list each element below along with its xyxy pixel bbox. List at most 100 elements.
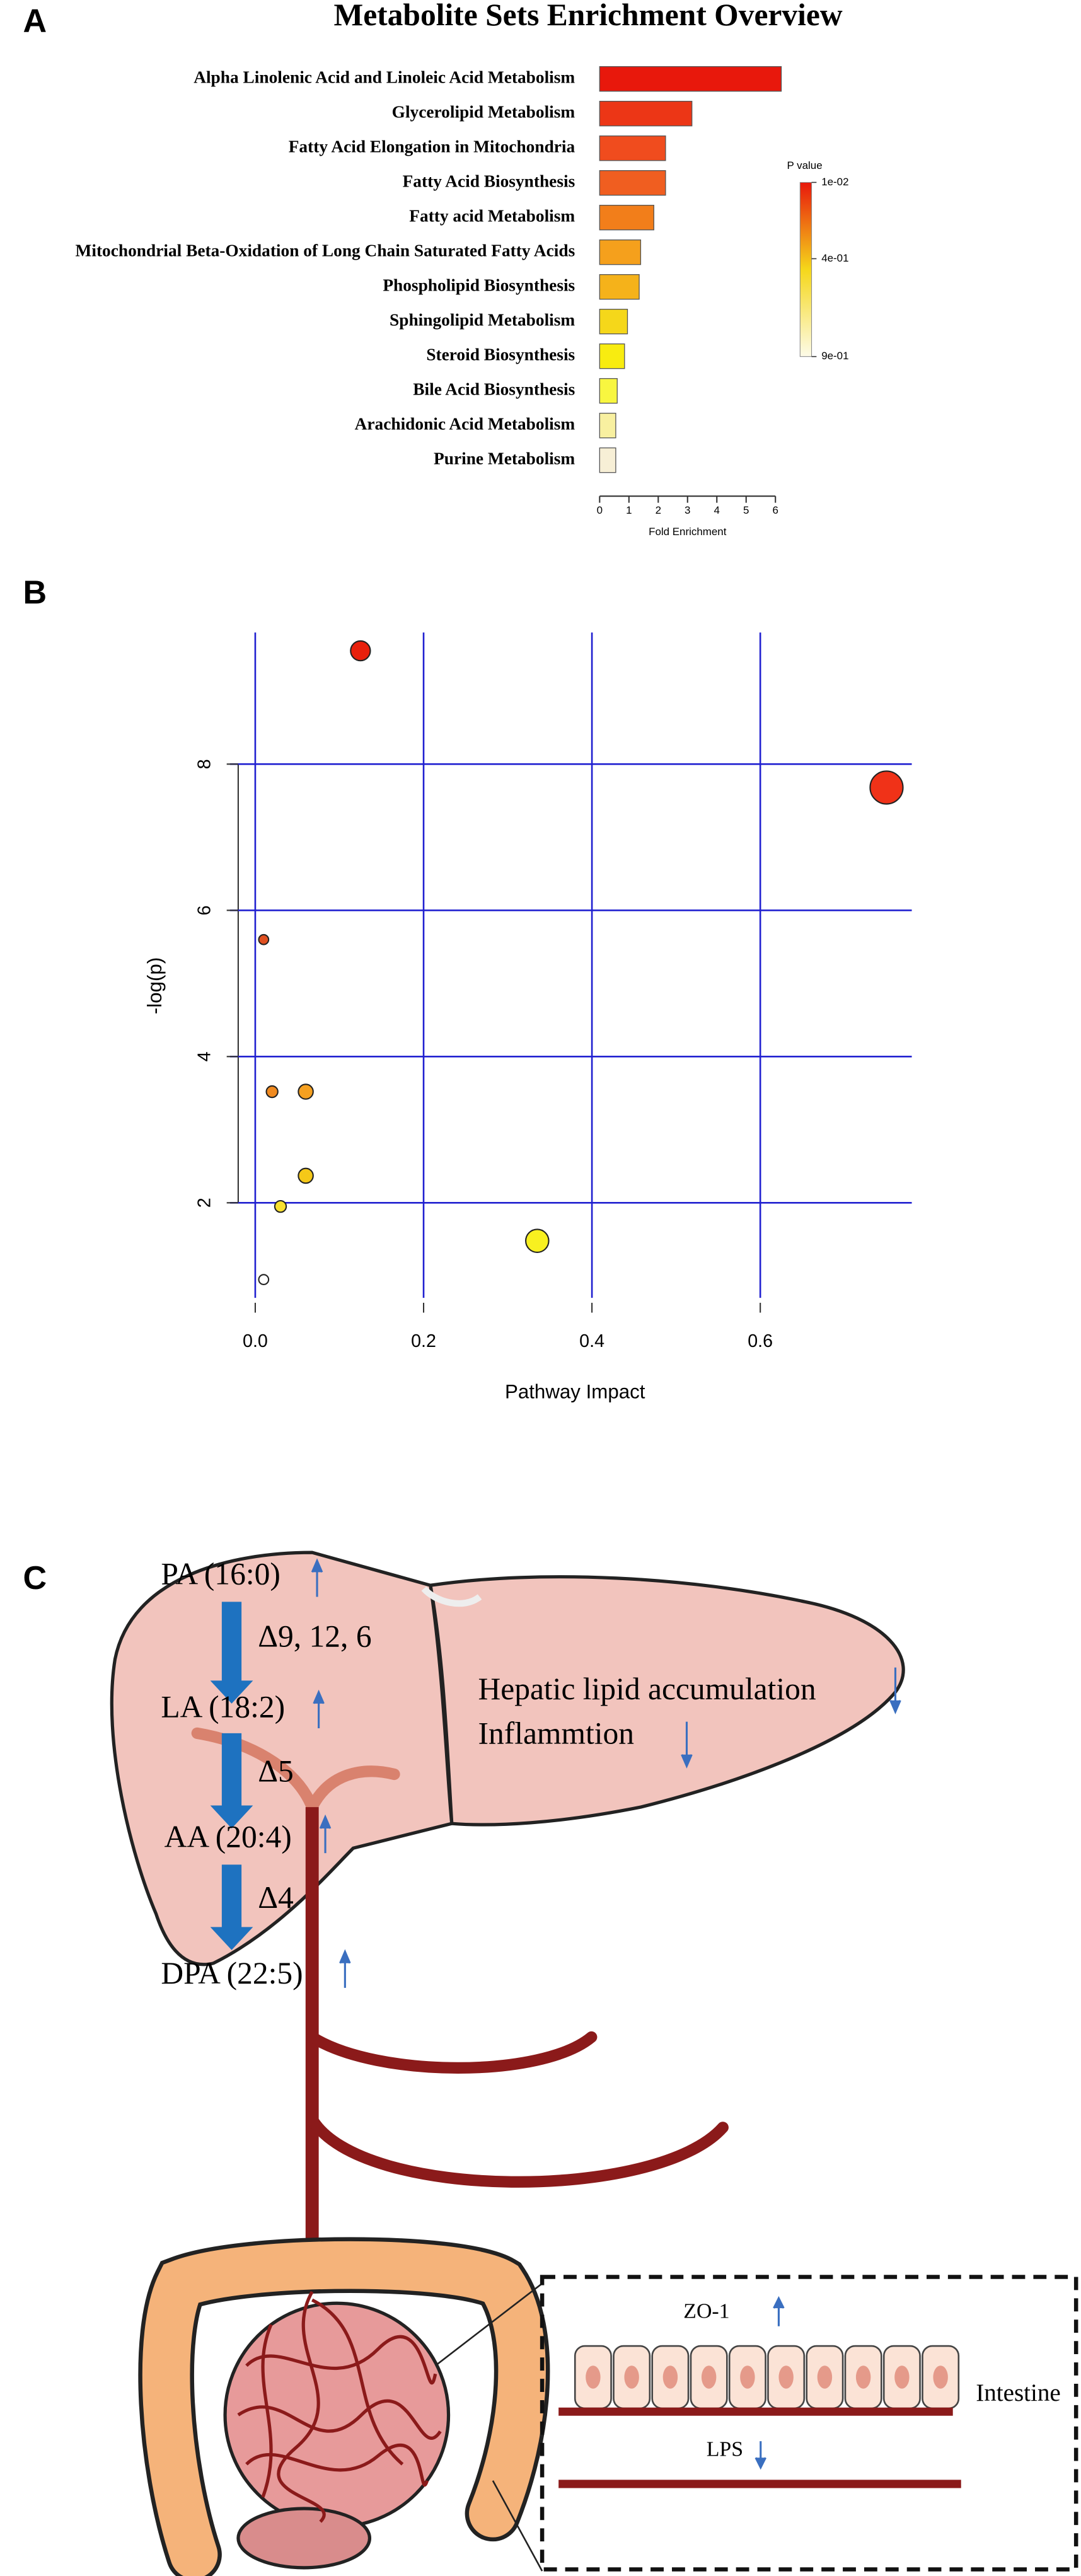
colorbar-label: 4e-01	[821, 252, 848, 264]
arrow	[210, 1733, 253, 1828]
marker: ZO-1	[683, 2300, 729, 2323]
arrow	[210, 1864, 253, 1950]
nucleus	[894, 2365, 910, 2389]
bar	[599, 170, 666, 196]
capillary	[245, 2443, 429, 2487]
up-arrow	[313, 1689, 325, 1729]
capillary	[261, 2324, 273, 2498]
up-arrow	[773, 2296, 785, 2326]
enzyme: Δ4	[258, 1880, 294, 1915]
zoom-lines	[434, 2282, 543, 2572]
nucleus	[933, 2365, 948, 2389]
point	[258, 1274, 270, 1286]
y-axis-label: -log(p)	[144, 957, 166, 1014]
vessel-branch	[306, 2031, 598, 2074]
x-tick-label: 0.6	[748, 1331, 773, 1351]
point	[298, 1167, 314, 1184]
arrow	[210, 1602, 253, 1704]
bar	[599, 274, 640, 300]
diagram: PA (16:0) LA (18:2) AA (20:4) DPA (22:5)…	[110, 1551, 1078, 2576]
colorbar	[799, 182, 812, 357]
y-tick-label: 8	[194, 759, 214, 769]
x-tick-label: 0.2	[411, 1331, 436, 1351]
y-tick-label: Steroid Biosynthesis	[426, 345, 575, 364]
x-tick-label: 5	[743, 504, 749, 516]
panel-label: B	[23, 574, 47, 611]
liver-highlight	[421, 1586, 482, 1607]
change-arrows	[311, 1558, 901, 2470]
capillary	[245, 2335, 437, 2385]
capillary	[237, 2399, 442, 2440]
bar	[599, 412, 616, 439]
y-tick-label: Alpha Linolenic Acid and Linoleic Acid M…	[194, 67, 575, 86]
point	[350, 640, 371, 662]
bar	[599, 447, 616, 473]
fatty-acid: PA (16:0)	[161, 1557, 280, 1591]
point	[258, 933, 270, 945]
effect: Inflammtion	[478, 1716, 634, 1750]
bar	[599, 66, 782, 92]
x-axis-label: Fold Enrichment	[649, 526, 727, 538]
small-intestine	[236, 2507, 372, 2570]
down-arrow	[754, 2441, 766, 2470]
nucleus	[586, 2365, 601, 2389]
x-tick-label: 4	[714, 504, 720, 516]
epithelium	[574, 2345, 960, 2410]
colon	[142, 2241, 546, 2576]
panel-label: A	[23, 3, 47, 39]
y-tick-label: Arachidonic Acid Metabolism	[355, 414, 575, 433]
effect: Hepatic lipid accumulation	[478, 1672, 816, 1706]
y-tick-label: Fatty Acid Biosynthesis	[403, 171, 575, 190]
x-tick-label: 3	[685, 504, 690, 516]
colorbar-label: 1e-02	[821, 176, 848, 188]
conversion-arrows	[210, 1602, 253, 1950]
nucleus	[817, 2365, 833, 2389]
capillaries	[237, 2290, 442, 2523]
bar	[599, 308, 628, 335]
nucleus	[701, 2365, 717, 2389]
small-intestine	[223, 2301, 451, 2529]
up-arrow	[311, 1558, 323, 1597]
y-tick-label: Fatty acid Metabolism	[409, 206, 575, 225]
fatty-acid: DPA (22:5)	[161, 1956, 303, 1990]
vessel-branch	[306, 2113, 729, 2188]
point	[869, 770, 904, 805]
up-arrow	[319, 1814, 332, 1854]
liver-left-lobe	[110, 1551, 454, 1967]
bar	[599, 343, 625, 369]
fatty-acid: AA (20:4)	[165, 1820, 292, 1854]
point	[265, 1085, 279, 1099]
capillary	[277, 2290, 326, 2523]
y-tick-label: Sphingolipid Metabolism	[390, 310, 575, 329]
marker: LPS	[707, 2438, 743, 2461]
legend-title: P value	[787, 159, 822, 171]
fatty-acid: LA (18:2)	[161, 1690, 285, 1724]
y-tick-label: 6	[194, 905, 214, 915]
nucleus	[740, 2365, 755, 2389]
y-tick-label: Phospholipid Biosynthesis	[383, 275, 575, 294]
nucleus	[624, 2365, 639, 2389]
x-tick-label: 0	[597, 504, 603, 516]
zoom-box	[540, 2275, 1078, 2572]
nucleus	[662, 2365, 678, 2389]
x-tick-label: 2	[656, 504, 661, 516]
x-tick-label: 0.0	[243, 1331, 268, 1351]
chart-title: Metabolite Sets Enrichment Overview	[333, 0, 842, 32]
point	[298, 1083, 314, 1100]
nucleus	[855, 2365, 871, 2389]
bar	[599, 135, 666, 161]
colorbar-label: 9e-01	[821, 350, 848, 362]
y-tick-label: Fatty Acid Elongation in Mitochondria	[289, 137, 575, 156]
x-axis-label: Pathway Impact	[505, 1381, 645, 1403]
y-tick-label: Purine Metabolism	[434, 449, 575, 468]
bar	[599, 239, 642, 265]
y-tick-label: Bile Acid Biosynthesis	[413, 379, 575, 398]
bar	[599, 378, 618, 404]
y-tick-label: 4	[194, 1051, 214, 1061]
enzyme: Δ5	[258, 1753, 294, 1788]
x-tick-label: 1	[626, 504, 632, 516]
nucleus	[778, 2365, 794, 2389]
down-arrow	[889, 1667, 901, 1714]
enzyme: Δ9, 12, 6	[258, 1619, 371, 1654]
